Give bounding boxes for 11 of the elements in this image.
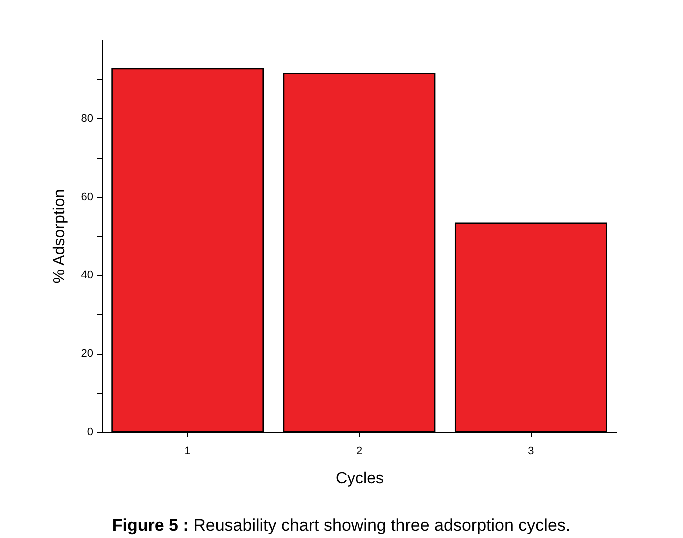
x-tick-label: 2 [356,446,363,458]
caption: Figure 5 : Reusability chart showing three adsorption cycles. [111,516,572,536]
y-tick-label: 20 [81,348,94,360]
y-axis-title: % Adsorption [51,189,68,284]
x-tick-label: 3 [528,446,534,458]
y-tick-label: 80 [81,112,94,125]
y-tick-label: 60 [81,191,94,204]
y-tick-label: 0 [87,426,94,438]
x-tick-label: 1 [184,446,191,458]
x-axis-title: Cycles [336,470,384,488]
y-tick-label: 40 [81,270,94,282]
